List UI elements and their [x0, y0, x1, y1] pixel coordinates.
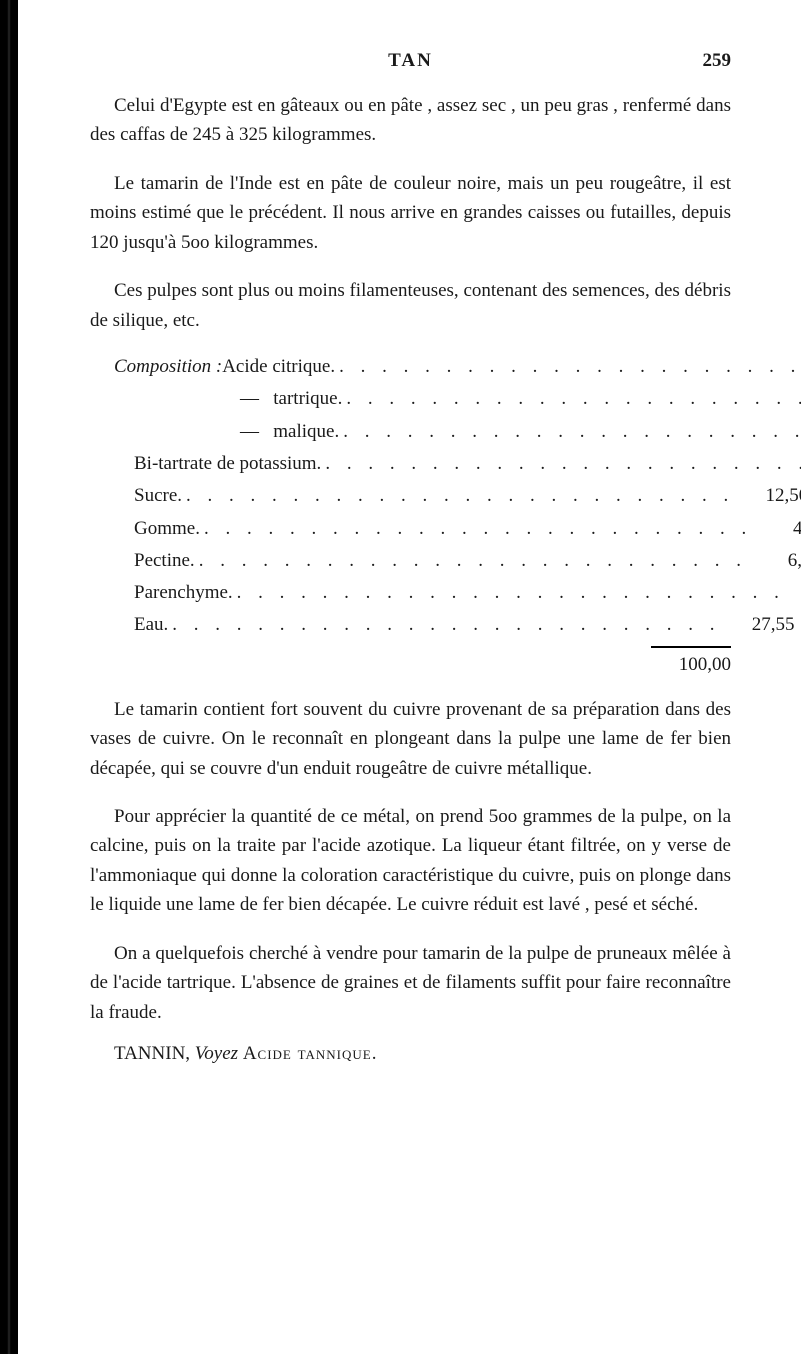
composition-row-4: Sucre. 12,50 — [134, 480, 731, 512]
composition-name: Bi-tartrate de potassium. — [134, 448, 321, 480]
dot-leader — [339, 416, 801, 448]
composition-total: 100,00 — [90, 654, 731, 676]
total-rule — [651, 646, 731, 648]
composition-name: Sucre. — [134, 480, 182, 512]
paragraph-3: Ces pulpes sont plus ou moins filamenteu… — [90, 276, 731, 335]
paragraph-1: Celui d'Egypte est en gâteaux ou en pâte… — [90, 91, 731, 150]
dot-leader — [321, 448, 801, 480]
composition-item: Gomme. 4,70 — [134, 513, 801, 545]
composition-row-1: — tartrique. 1,55 — [240, 383, 731, 415]
header-title: TAN — [388, 50, 433, 71]
composition-table: Composition : Acide citrique. 9,40 — tar… — [90, 351, 731, 676]
dot-leader — [182, 480, 738, 512]
composition-item: Sucre. 12,50 — [134, 480, 801, 512]
cross-reference-entry: TANNIN, Voyez Acide tannique. — [90, 1043, 731, 1065]
page-left-border — [0, 0, 18, 1354]
dot-leader — [335, 351, 801, 383]
document-page: TAN 259 Celui d'Egypte est en gâteaux ou… — [0, 0, 801, 1354]
entry-reference-verb: Voyez — [195, 1043, 243, 1064]
composition-item: Bi-tartrate de potassium. 3,25 — [134, 448, 801, 480]
paragraph-6: On a quelquefois cherché à vendre pour t… — [90, 939, 731, 1027]
dot-leader — [233, 577, 789, 609]
entry-headword: TANNIN, — [114, 1043, 190, 1064]
composition-row-7: Parenchyme. 34,35 — [134, 577, 731, 609]
dot-leader — [342, 383, 801, 415]
composition-row-3: Bi-tartrate de potassium. 3,25 — [134, 448, 731, 480]
dot-leader — [195, 545, 751, 577]
composition-label: Composition : — [114, 351, 222, 383]
composition-item: — tartrique. 1,55 — [240, 383, 801, 415]
composition-item: Parenchyme. 34,35 — [134, 577, 801, 609]
composition-name: — malique. — [240, 416, 339, 448]
composition-value: 4,70 — [756, 513, 801, 545]
composition-name: Acide citrique. — [222, 351, 335, 383]
composition-value: 34,35 — [789, 577, 801, 609]
composition-item: Eau. 27,55 — [134, 609, 795, 641]
dot-leader — [200, 513, 756, 545]
composition-row-8: Eau. 27,55 — [134, 609, 731, 641]
dot-leader — [168, 609, 724, 641]
composition-value: 27,55 — [725, 609, 795, 641]
composition-name: Pectine. — [134, 545, 195, 577]
composition-row-0: Composition : Acide citrique. 9,40 — [114, 351, 731, 383]
composition-row-2: — malique. 0,45 — [240, 416, 731, 448]
page-number: 259 — [703, 50, 732, 72]
composition-value: 12,50 — [738, 480, 801, 512]
composition-row-6: Pectine. 6,25 — [134, 545, 731, 577]
composition-item: Pectine. 6,25 — [134, 545, 801, 577]
composition-value: 6,25 — [751, 545, 801, 577]
composition-row-5: Gomme. 4,70 — [134, 513, 731, 545]
paragraph-4: Le tamarin contient fort souvent du cuiv… — [90, 695, 731, 783]
composition-name: Eau. — [134, 609, 168, 641]
paragraph-2: Le tamarin de l'Inde est en pâte de coul… — [90, 169, 731, 257]
entry-reference-target: Acide tannique. — [243, 1043, 378, 1064]
composition-item: — malique. 0,45 — [240, 416, 801, 448]
paragraph-5: Pour apprécier la quantité de ce métal, … — [90, 802, 731, 920]
composition-item: Acide citrique. 9,40 — [222, 351, 801, 383]
composition-name: Gomme. — [134, 513, 200, 545]
page-header: TAN 259 — [90, 50, 731, 72]
composition-name: Parenchyme. — [134, 577, 233, 609]
composition-name: — tartrique. — [240, 383, 342, 415]
